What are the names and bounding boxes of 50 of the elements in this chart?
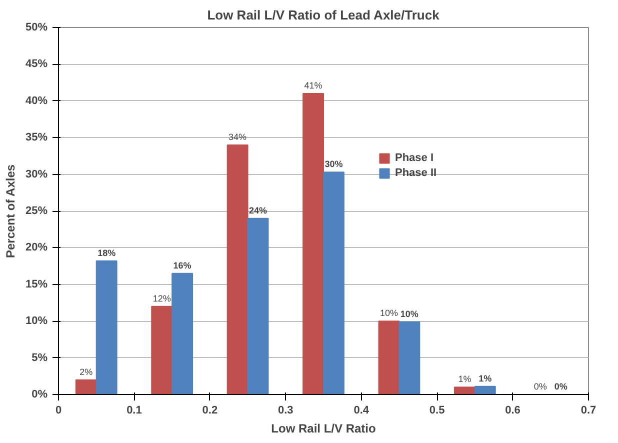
bar [378,320,400,394]
y-tick-label: 5% [32,352,48,364]
y-tick-label: 10% [25,315,48,328]
y-tick-label: 0% [32,388,48,400]
bar [75,379,97,394]
legend-label: Phase I [395,152,434,164]
x-tick-label: 0.4 [354,404,370,416]
x-tick-label: 0.6 [505,404,520,416]
data-label: 1% [458,374,472,384]
data-label: 0% [534,382,547,392]
bar [302,93,324,394]
x-axis-title: Low Rail L/V Ratio [271,422,376,436]
legend-label: Phase II [395,167,437,179]
x-tick-label: 0.7 [580,404,596,416]
data-label: 0% [554,382,568,392]
y-tick-label: 35% [25,132,48,144]
data-label: 34% [228,132,247,142]
y-axis-title: Percent of Axles [3,164,18,258]
data-label: 16% [173,260,192,270]
bar [398,321,420,394]
bar [454,386,476,394]
y-tick-label: 15% [25,278,48,290]
data-label: 41% [304,80,322,91]
y-tick-label: 50% [25,22,48,34]
bar [323,172,344,394]
x-tick-label: 0 [55,404,62,416]
bar [247,218,269,394]
data-label: 10% [400,308,418,319]
bar [151,306,173,394]
data-label: 10% [380,308,398,318]
y-tick-label: 25% [25,205,48,217]
y-tick-label: 40% [25,94,48,107]
x-tick-label: 0.2 [202,404,218,416]
data-label: 12% [152,293,171,304]
data-label: 30% [324,159,343,170]
y-tick-label: 30% [25,168,48,180]
data-label: 24% [249,205,268,216]
y-tick-label: 20% [25,242,48,254]
x-tick-label: 0.5 [429,404,445,416]
chart-title: Low Rail L/V Ratio of Lead Axle/Truck [207,8,440,22]
bar [96,260,118,394]
data-label: 2% [80,366,93,377]
bar [172,272,194,394]
bar [226,144,248,394]
x-tick-label: 0.3 [278,404,294,416]
data-label: 18% [98,248,116,258]
y-tick-label: 45% [25,58,48,70]
x-tick-label: 0.1 [126,404,142,416]
bar [474,386,496,394]
data-label: 1% [478,373,492,384]
